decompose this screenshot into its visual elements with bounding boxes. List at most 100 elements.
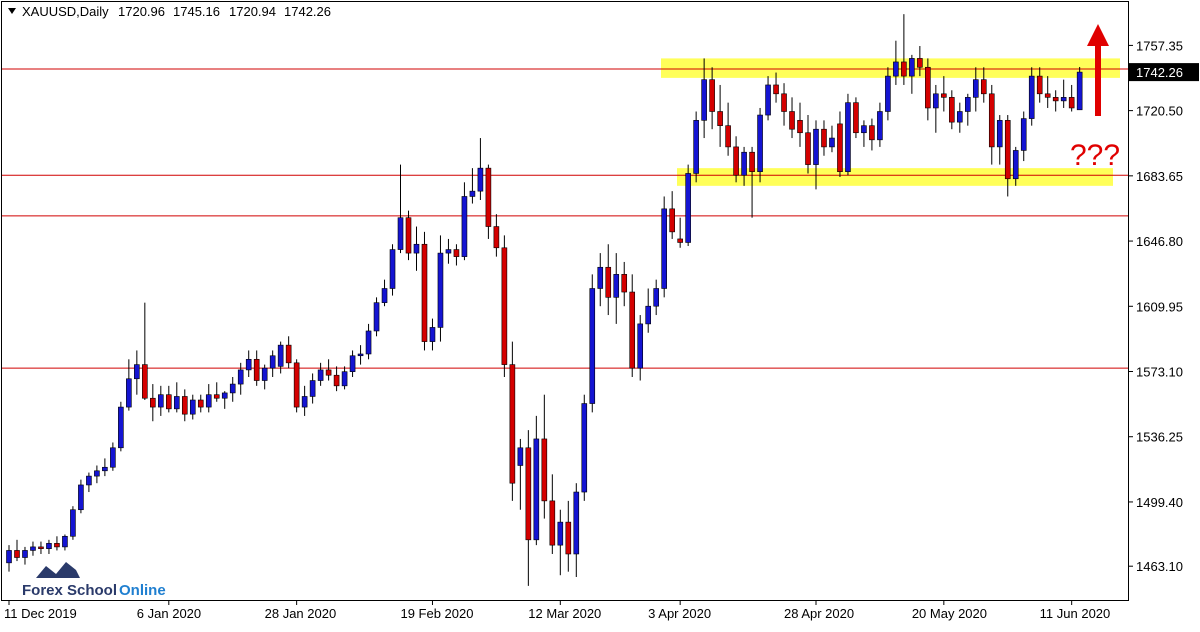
candle-body [189, 399, 196, 415]
x-tick-label: 11 Dec 2019 [4, 606, 77, 621]
candle-body [142, 364, 148, 399]
x-tick-label: 28 Apr 2020 [784, 606, 854, 621]
candle-body [573, 491, 580, 555]
candle-body [733, 146, 739, 176]
candle-body [78, 484, 84, 511]
candle-body [285, 344, 292, 364]
candle-body [525, 447, 532, 541]
candle-body [789, 111, 795, 130]
candle-body [1028, 75, 1035, 119]
candle-body [725, 125, 731, 148]
candle-body [717, 111, 723, 126]
x-tick-label: 28 Jan 2020 [265, 606, 337, 621]
candle-body [1068, 97, 1075, 109]
candle-body [957, 111, 963, 123]
candle-body [581, 403, 588, 493]
candle-body [861, 125, 867, 134]
candle-body [797, 120, 803, 134]
candle-body [301, 396, 308, 408]
candle-body [597, 266, 604, 289]
candle-body [373, 302, 380, 332]
candle-body [565, 521, 572, 555]
y-tick-label: 1463.10 [1136, 559, 1183, 574]
y-tick-label: 1536.25 [1136, 430, 1183, 445]
candle-body [126, 378, 132, 408]
logo-text: Forex School [22, 582, 117, 599]
symbol: XAUUSD,Daily [22, 4, 109, 19]
candle-body [781, 93, 787, 112]
candle-body [325, 369, 332, 376]
candle-body [437, 252, 444, 328]
candle-body [429, 327, 436, 342]
price-box [1129, 63, 1199, 82]
candle-body [445, 249, 452, 254]
horizontal-lines [2, 68, 1128, 369]
candle-body [22, 550, 28, 558]
candle-body [941, 93, 947, 98]
candle-body [853, 102, 859, 134]
candle-body [629, 291, 636, 369]
candle-body [964, 97, 971, 112]
candle-body [645, 305, 652, 325]
candle-body [988, 93, 995, 148]
candle-body [557, 521, 564, 546]
candle-body [54, 543, 60, 548]
candle-body [245, 358, 252, 371]
plot-frame [1, 1, 1129, 601]
candle-body [829, 137, 835, 148]
candle-body [533, 438, 540, 541]
candle-body [685, 173, 691, 243]
candle-body [30, 546, 36, 551]
candle-body [6, 550, 12, 564]
y-tick-label: 1573.10 [1136, 365, 1183, 380]
candle-body [485, 167, 492, 227]
ohlc-close: 1742.26 [284, 4, 331, 19]
candle-body [869, 125, 875, 141]
candle-body [94, 470, 100, 477]
price-label: 1742.26 [1136, 65, 1183, 80]
candle-body [693, 120, 699, 174]
candle-body [357, 353, 364, 357]
candle-body [277, 344, 284, 367]
candle-body [980, 79, 987, 95]
candle-body [549, 500, 556, 546]
candle-body [253, 358, 260, 381]
candle-body [461, 196, 468, 257]
menu-arrow [8, 8, 16, 14]
candle-body [134, 364, 140, 380]
candle-body [501, 247, 508, 365]
candle-body [885, 75, 891, 112]
candle-body [1004, 120, 1011, 180]
candle-body [845, 102, 851, 172]
zone [677, 168, 1113, 186]
candle-body [102, 466, 108, 472]
candle-body [229, 383, 236, 394]
arrow-head [1087, 24, 1109, 46]
candle-body [110, 447, 116, 468]
candle-body [493, 226, 500, 249]
candle-body [309, 380, 316, 397]
candle-body [1060, 97, 1067, 102]
y-tick-label: 1499.40 [1136, 495, 1183, 510]
candle-body [837, 123, 843, 172]
candle-body [741, 151, 747, 176]
candle-body [118, 406, 124, 449]
candle-body [166, 394, 172, 410]
logo-icon [36, 562, 80, 578]
candle-body [213, 394, 220, 399]
candle-body [821, 128, 827, 148]
candle-body [893, 61, 899, 77]
candle-body [70, 509, 76, 537]
candle-body [221, 392, 228, 399]
candle-body [197, 399, 204, 408]
candle-body [1052, 97, 1059, 102]
candle-body [637, 323, 644, 369]
candle-body [381, 288, 388, 303]
candle-body [509, 364, 516, 484]
candle-body [317, 369, 324, 381]
candle-body [86, 475, 92, 486]
candle-body [909, 58, 915, 77]
logo-text-accent: Online [119, 582, 166, 599]
